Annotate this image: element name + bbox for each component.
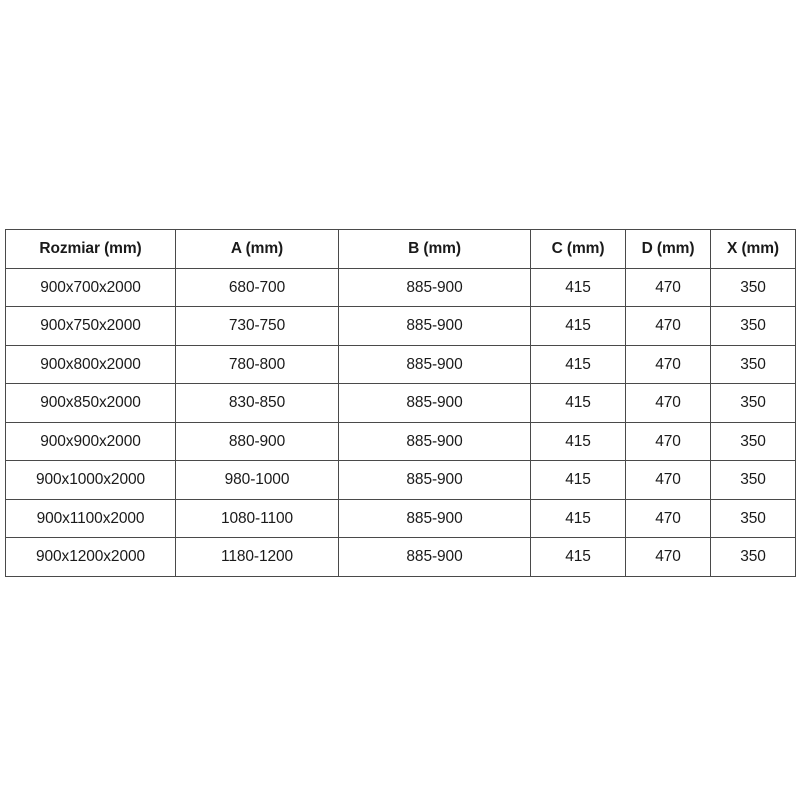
cell-size: 900x800x2000 — [5, 344, 176, 384]
cell-b: 885-900 — [338, 537, 531, 577]
table-row: 900x1000x2000 980-1000 885-900 415 470 3… — [5, 460, 796, 500]
cell-b: 885-900 — [338, 344, 531, 384]
cell-x: 350 — [710, 421, 796, 461]
table-header-row: Rozmiar (mm) A (mm) B (mm) C (mm) D (mm)… — [5, 229, 796, 269]
cell-c: 415 — [530, 306, 626, 346]
table-row: 900x750x2000 730-750 885-900 415 470 350 — [5, 306, 796, 346]
cell-d: 470 — [625, 267, 711, 307]
cell-d: 470 — [625, 383, 711, 423]
cell-d: 470 — [625, 537, 711, 577]
cell-a: 680-700 — [175, 267, 339, 307]
cell-c: 415 — [530, 460, 626, 500]
cell-d: 470 — [625, 306, 711, 346]
cell-b: 885-900 — [338, 267, 531, 307]
column-header-b: B (mm) — [338, 229, 531, 269]
column-header-d: D (mm) — [625, 229, 711, 269]
cell-a: 880-900 — [175, 421, 339, 461]
cell-x: 350 — [710, 537, 796, 577]
column-header-size: Rozmiar (mm) — [5, 229, 176, 269]
table-row: 900x900x2000 880-900 885-900 415 470 350 — [5, 421, 796, 461]
cell-x: 350 — [710, 267, 796, 307]
cell-c: 415 — [530, 537, 626, 577]
cell-a: 730-750 — [175, 306, 339, 346]
cell-c: 415 — [530, 421, 626, 461]
table-header: Rozmiar (mm) A (mm) B (mm) C (mm) D (mm)… — [5, 229, 796, 269]
cell-a: 1080-1100 — [175, 498, 339, 538]
table-row: 900x850x2000 830-850 885-900 415 470 350 — [5, 383, 796, 423]
cell-size: 900x1000x2000 — [5, 460, 176, 500]
cell-c: 415 — [530, 498, 626, 538]
column-header-c: C (mm) — [530, 229, 626, 269]
cell-size: 900x750x2000 — [5, 306, 176, 346]
table-row: 900x1200x2000 1180-1200 885-900 415 470 … — [5, 537, 796, 577]
table-body: 900x700x2000 680-700 885-900 415 470 350… — [5, 267, 796, 577]
cell-x: 350 — [710, 498, 796, 538]
table-row: 900x800x2000 780-800 885-900 415 470 350 — [5, 344, 796, 384]
cell-b: 885-900 — [338, 421, 531, 461]
cell-c: 415 — [530, 344, 626, 384]
cell-a: 780-800 — [175, 344, 339, 384]
cell-a: 830-850 — [175, 383, 339, 423]
cell-a: 1180-1200 — [175, 537, 339, 577]
column-header-x: X (mm) — [710, 229, 796, 269]
column-header-a: A (mm) — [175, 229, 339, 269]
cell-c: 415 — [530, 383, 626, 423]
cell-x: 350 — [710, 306, 796, 346]
cell-size: 900x850x2000 — [5, 383, 176, 423]
cell-x: 350 — [710, 344, 796, 384]
cell-d: 470 — [625, 344, 711, 384]
cell-x: 350 — [710, 460, 796, 500]
cell-d: 470 — [625, 460, 711, 500]
cell-b: 885-900 — [338, 498, 531, 538]
table-row: 900x1100x2000 1080-1100 885-900 415 470 … — [5, 498, 796, 538]
cell-a: 980-1000 — [175, 460, 339, 500]
cell-d: 470 — [625, 498, 711, 538]
cell-size: 900x1100x2000 — [5, 498, 176, 538]
cell-c: 415 — [530, 267, 626, 307]
cell-d: 470 — [625, 421, 711, 461]
spec-table: Rozmiar (mm) A (mm) B (mm) C (mm) D (mm)… — [5, 229, 796, 577]
cell-b: 885-900 — [338, 460, 531, 500]
cell-b: 885-900 — [338, 306, 531, 346]
spec-table-container: Rozmiar (mm) A (mm) B (mm) C (mm) D (mm)… — [5, 229, 796, 577]
cell-x: 350 — [710, 383, 796, 423]
cell-size: 900x700x2000 — [5, 267, 176, 307]
table-row: 900x700x2000 680-700 885-900 415 470 350 — [5, 267, 796, 307]
cell-size: 900x1200x2000 — [5, 537, 176, 577]
cell-size: 900x900x2000 — [5, 421, 176, 461]
cell-b: 885-900 — [338, 383, 531, 423]
